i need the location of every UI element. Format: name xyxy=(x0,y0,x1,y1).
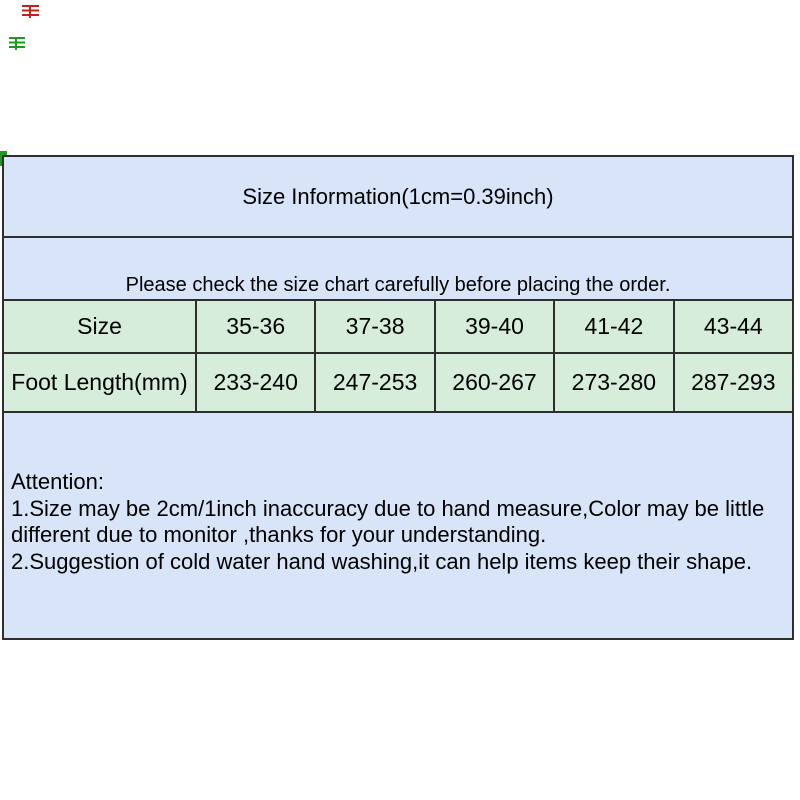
size-value-cell: 43-44 xyxy=(672,301,792,352)
attention-line: 1.Size may be 2cm/1inch inaccuracy due t… xyxy=(11,495,765,521)
size-chart-notice-text: Please check the size chart carefully be… xyxy=(125,274,671,296)
size-value-cell: 39-40 xyxy=(433,301,553,352)
size-value-cell: 35-36 xyxy=(195,301,314,352)
attention-line: different due to monitor ,thanks for you… xyxy=(11,522,547,547)
size-value-cell: 41-42 xyxy=(553,301,672,352)
attention-heading: Attention: xyxy=(11,469,104,494)
foot-length-value-cell: 247-253 xyxy=(314,354,433,411)
size-row-label: Size xyxy=(77,313,122,339)
size-chart-table: Size Information(1cm=0.39inch) Please ch… xyxy=(2,155,794,640)
foot-length-value-cell: 287-293 xyxy=(672,354,792,411)
foot-length-value-cell: 260-267 xyxy=(433,354,553,411)
foot-length-row-label: Foot Length(mm) xyxy=(11,369,188,395)
green-watermark-artifact xyxy=(9,37,25,50)
foot-length-value-cell: 233-240 xyxy=(195,354,314,411)
attention-line: 2.Suggestion of cold water hand washing,… xyxy=(11,548,753,574)
foot-length-value-cell: 273-280 xyxy=(553,354,672,411)
size-chart-notice-row: Please check the size chart carefully be… xyxy=(4,238,792,301)
size-header-row: Size 35-36 37-38 39-40 41-42 43-44 xyxy=(4,301,792,354)
foot-length-row: Foot Length(mm) 233-240 247-253 260-267 … xyxy=(4,354,792,413)
attention-section: Attention: 1.Size may be 2cm/1inch inacc… xyxy=(4,413,792,638)
size-chart-title: Size Information(1cm=0.39inch) xyxy=(4,157,792,238)
size-value-cell: 37-38 xyxy=(314,301,433,352)
red-watermark-artifact xyxy=(22,5,39,18)
